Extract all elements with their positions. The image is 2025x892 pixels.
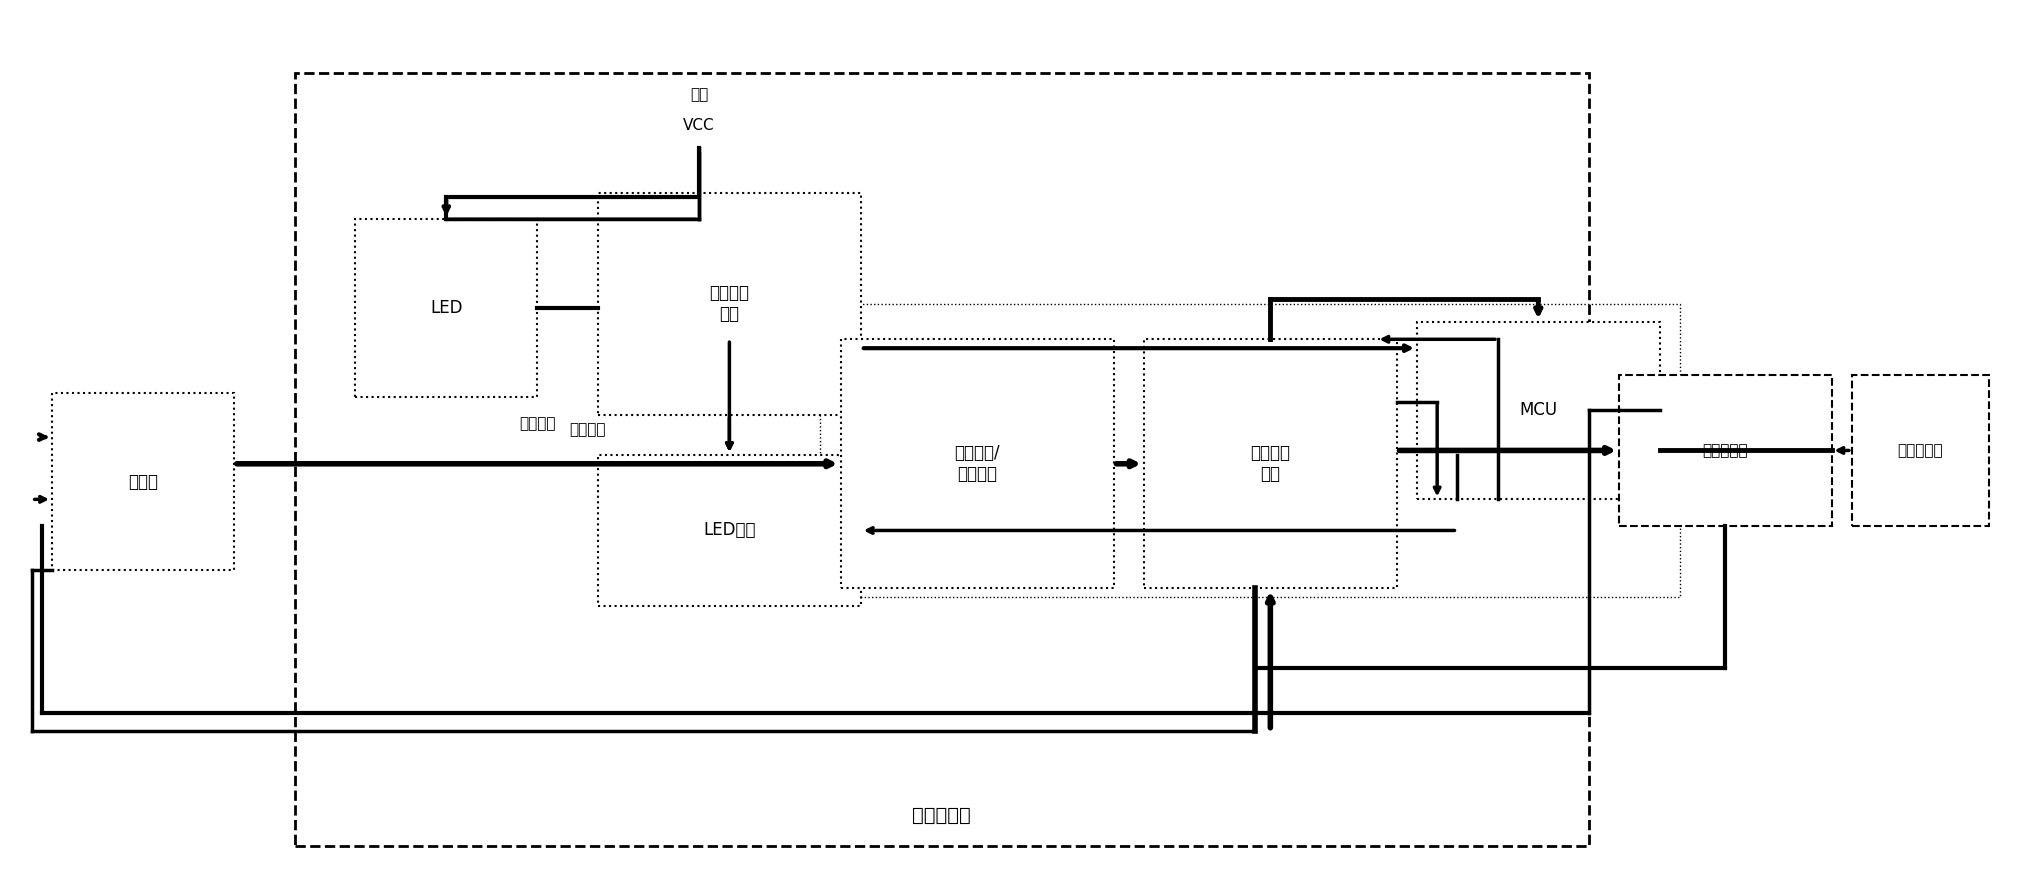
FancyBboxPatch shape: [597, 455, 861, 606]
Text: LED: LED: [429, 299, 462, 318]
FancyBboxPatch shape: [294, 72, 1590, 847]
FancyBboxPatch shape: [1851, 375, 1989, 526]
Text: 控制器: 控制器: [128, 473, 158, 491]
Text: 控制信号: 控制信号: [569, 422, 605, 437]
Text: 串行点光源: 串行点光源: [913, 805, 972, 824]
Text: 电流检测
单元: 电流检测 单元: [709, 285, 749, 323]
Text: VCC: VCC: [682, 123, 715, 138]
Text: 控制信号: 控制信号: [518, 417, 555, 431]
Text: 电源: 电源: [691, 87, 709, 103]
Text: 信号解析/
中继单元: 信号解析/ 中继单元: [954, 444, 1000, 483]
Text: 多路选择
开关: 多路选择 开关: [1249, 444, 1290, 483]
Text: 串行点光源: 串行点光源: [1897, 443, 1944, 458]
Text: MCU: MCU: [1519, 401, 1557, 419]
FancyBboxPatch shape: [1418, 321, 1660, 500]
FancyBboxPatch shape: [1620, 375, 1831, 526]
FancyBboxPatch shape: [597, 193, 861, 415]
FancyBboxPatch shape: [53, 392, 235, 571]
Text: 串行点光源: 串行点光源: [1703, 443, 1748, 458]
FancyBboxPatch shape: [354, 219, 537, 397]
FancyBboxPatch shape: [840, 339, 1114, 589]
Text: LED驱动: LED驱动: [703, 522, 755, 540]
Text: 电源: 电源: [691, 87, 709, 103]
FancyBboxPatch shape: [1144, 339, 1397, 589]
Text: VCC: VCC: [682, 119, 715, 134]
